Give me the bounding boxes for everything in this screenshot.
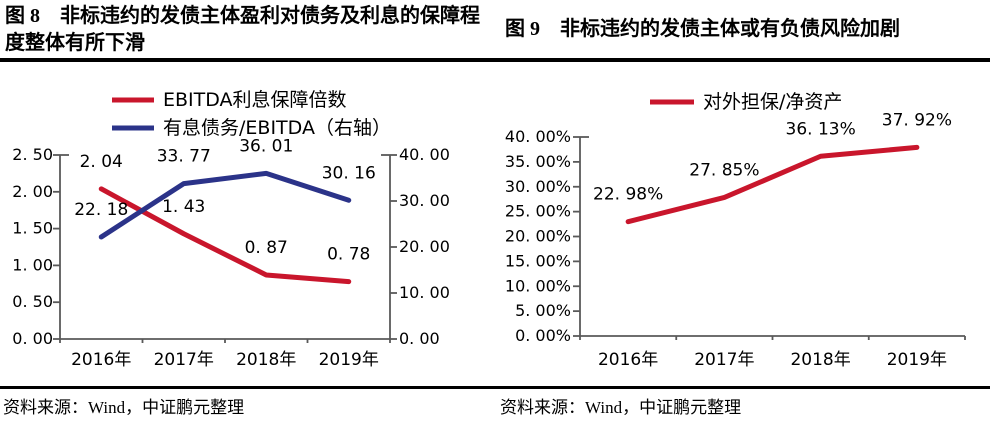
x-category-label: 2017年 (154, 350, 214, 370)
right-tick-label: 20. 00 (399, 237, 450, 256)
x-category-label: 2016年 (598, 350, 658, 370)
x-category-label: 2019年 (319, 350, 379, 370)
figure8-source: 资料来源：Wind，中证鹏元整理 (3, 398, 245, 417)
right-tick-label: 40. 00 (399, 145, 450, 164)
figure9-title: 图 9 非标违约的发债主体或有负债风险加剧 (505, 18, 900, 40)
data-label: 37. 92% (882, 110, 952, 130)
figure9-chart-container: 对外担保/净资产 0. 00% 5. 00% 10. 00% 15. 00% 20. 00… (495, 62, 990, 386)
left-tick-label: 35. 00% (505, 152, 571, 171)
x-category-label: 2017年 (694, 350, 754, 370)
data-label: 0. 78 (327, 245, 370, 265)
left-tick-label: 40. 00% (505, 127, 571, 146)
left-tick-label: 0. 00% (515, 326, 571, 345)
figure9-line-chart: 对外担保/净资产 0. 00% 5. 00% 10. 00% 15. 00% 20. 00… (505, 91, 966, 370)
axes (573, 136, 966, 340)
series-line-red (625, 144, 920, 225)
legend: 对外担保/净资产 (650, 91, 842, 113)
data-label: 27. 85% (689, 160, 759, 180)
legend-label: EBITDA利息保障倍数 (163, 89, 347, 111)
figure9-source: 资料来源：Wind，中证鹏元整理 (500, 398, 742, 417)
right-tick-label: 0. 00 (399, 329, 440, 348)
left-tick-label: 5. 00% (515, 301, 571, 320)
legend-label: 对外担保/净资产 (703, 91, 842, 113)
figure-titles-row: 图 8 非标违约的发债主体盈利对债务及利息的保障程度整体有所下滑 图 9 非标违… (0, 0, 990, 62)
data-label: 33. 77 (157, 147, 211, 167)
sources-row: 资料来源：Wind，中证鹏元整理 资料来源：Wind，中证鹏元整理 (0, 386, 990, 423)
left-tick-label: 30. 00% (505, 177, 571, 196)
x-category-label: 2018年 (236, 350, 296, 370)
data-label: 1. 43 (162, 197, 205, 217)
x-category-label: 2016年 (71, 350, 131, 370)
charts-row: EBITDA利息保障倍数有息债务/EBITDA（右轴） 0. 00 0. 50 1. … (0, 62, 990, 386)
x-category-label: 2019年 (887, 350, 947, 370)
left-tick-label: 2. 50 (12, 145, 53, 164)
figure8-chart-container: EBITDA利息保障倍数有息债务/EBITDA（右轴） 0. 00 0. 50 1. … (0, 62, 495, 386)
legend-label: 有息债务/EBITDA（右轴） (163, 117, 391, 139)
series-line-blue (98, 170, 352, 240)
figure8-title: 图 8 非标违约的发债主体盈利对债务及利息的保障程度整体有所下滑 (5, 5, 480, 54)
right-tick-label: 10. 00 (399, 283, 450, 302)
data-label: 22. 18 (74, 200, 128, 220)
left-tick-label: 20. 00% (505, 227, 571, 246)
axes (53, 154, 397, 343)
data-label: 22. 98% (593, 185, 663, 205)
right-tick-label: 30. 00 (399, 191, 450, 210)
left-tick-label: 0. 50 (12, 292, 53, 311)
data-label: 2. 04 (80, 152, 123, 172)
x-category-label: 2018年 (790, 350, 850, 370)
left-tick-label: 10. 00% (505, 276, 571, 295)
left-tick-label: 1. 00 (12, 255, 53, 274)
left-tick-label: 1. 50 (12, 219, 53, 238)
left-tick-label: 2. 00 (12, 182, 53, 201)
data-label: 36. 13% (786, 119, 856, 139)
data-label: 0. 87 (245, 238, 288, 258)
data-label: 30. 16 (322, 163, 376, 183)
left-tick-label: 0. 00 (12, 329, 53, 348)
data-label: 36. 01 (239, 136, 293, 156)
left-tick-label: 25. 00% (505, 202, 571, 221)
left-tick-label: 15. 00% (505, 251, 571, 270)
series-line-red (98, 186, 352, 285)
